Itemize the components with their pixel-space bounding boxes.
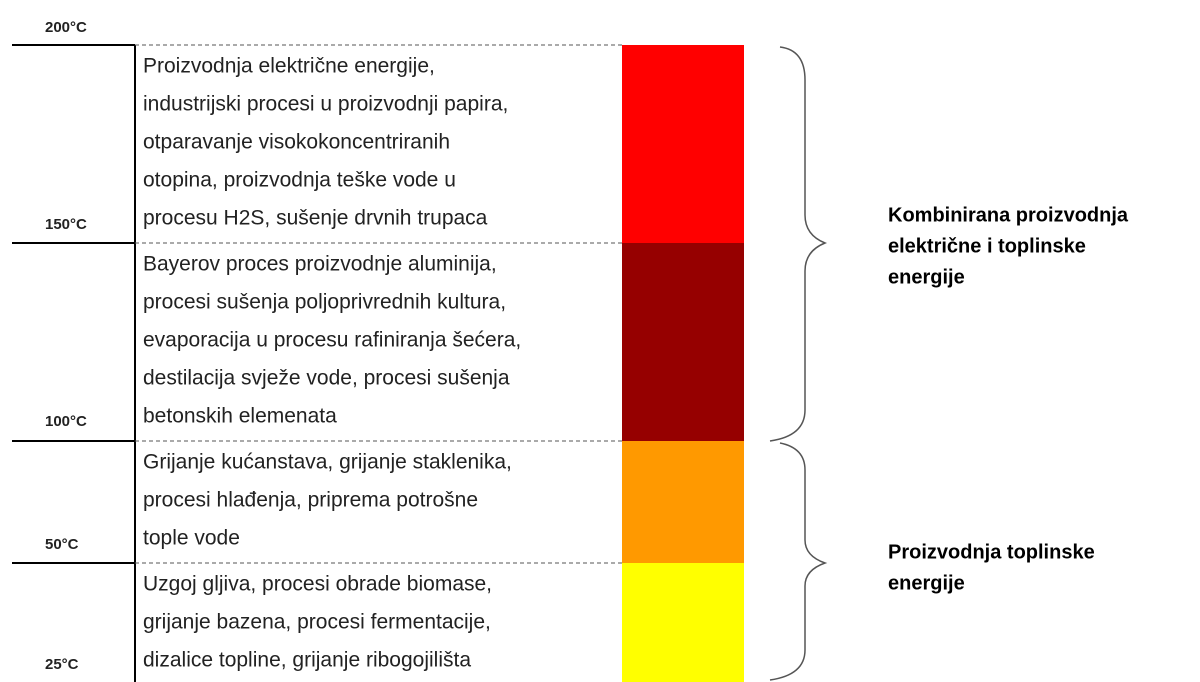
temperature-label: 50°C — [45, 536, 79, 553]
row-text: Proizvodnja električne energije, — [143, 55, 435, 78]
bracket — [769, 46, 828, 442]
temperature-label: 100°C — [45, 413, 87, 430]
row-text: industrijski procesi u proizvodnji papir… — [143, 93, 508, 116]
row-text: dizalice topline, grijanje ribogojilišta — [143, 649, 471, 672]
color-box — [622, 243, 744, 441]
row-text: procesu H2S, sušenje drvnih trupaca — [143, 207, 488, 230]
row-text: procesi sušenja poljoprivrednih kultura, — [143, 291, 506, 314]
row-text: destilacija svježe vode, procesi sušenja — [143, 367, 510, 390]
row-text: Grijanje kućanstava, grijanje staklenika… — [143, 451, 512, 474]
group-label: Proizvodnja toplinske — [888, 541, 1095, 563]
group-label: Kombinirana proizvodnja — [888, 204, 1129, 226]
color-box — [622, 563, 744, 682]
color-box — [622, 441, 744, 563]
row-text: grijanje bazena, procesi fermentacije, — [143, 611, 491, 634]
row-text: betonskih elemenata — [143, 405, 337, 428]
temperature-label: 150°C — [45, 216, 87, 233]
row-text: procesi hlađenja, priprema potrošne — [143, 489, 478, 512]
row-text: Uzgoj gljiva, procesi obrade biomase, — [143, 573, 492, 596]
row-text: otparavanje visokokoncentriranih — [143, 131, 450, 154]
group-label: energije — [888, 572, 965, 594]
color-box — [622, 45, 744, 243]
temperature-label: 25°C — [45, 656, 79, 673]
bracket — [769, 442, 828, 681]
group-label: električne i toplinske — [888, 235, 1086, 257]
temperature-label: 200°C — [45, 19, 87, 36]
row-text: evaporacija u procesu rafiniranja šećera… — [143, 329, 521, 352]
row-text: tople vode — [143, 527, 240, 550]
row-text: Bayerov proces proizvodnje aluminija, — [143, 253, 497, 276]
group-label: energije — [888, 266, 965, 288]
row-text: otopina, proizvodnja teške vode u — [143, 169, 456, 192]
